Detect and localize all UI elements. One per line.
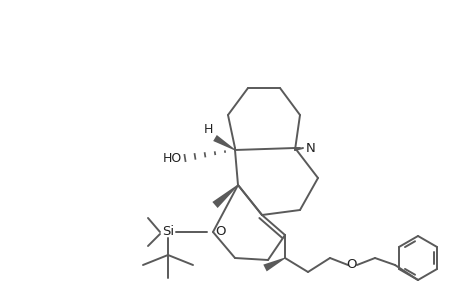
Text: H: H <box>203 123 213 136</box>
Text: N: N <box>305 142 315 154</box>
Text: O: O <box>346 259 357 272</box>
Text: HO: HO <box>162 152 182 164</box>
Polygon shape <box>213 135 235 150</box>
Polygon shape <box>263 258 285 272</box>
Polygon shape <box>212 184 238 208</box>
Text: Si: Si <box>162 226 174 238</box>
Text: O: O <box>214 226 225 238</box>
